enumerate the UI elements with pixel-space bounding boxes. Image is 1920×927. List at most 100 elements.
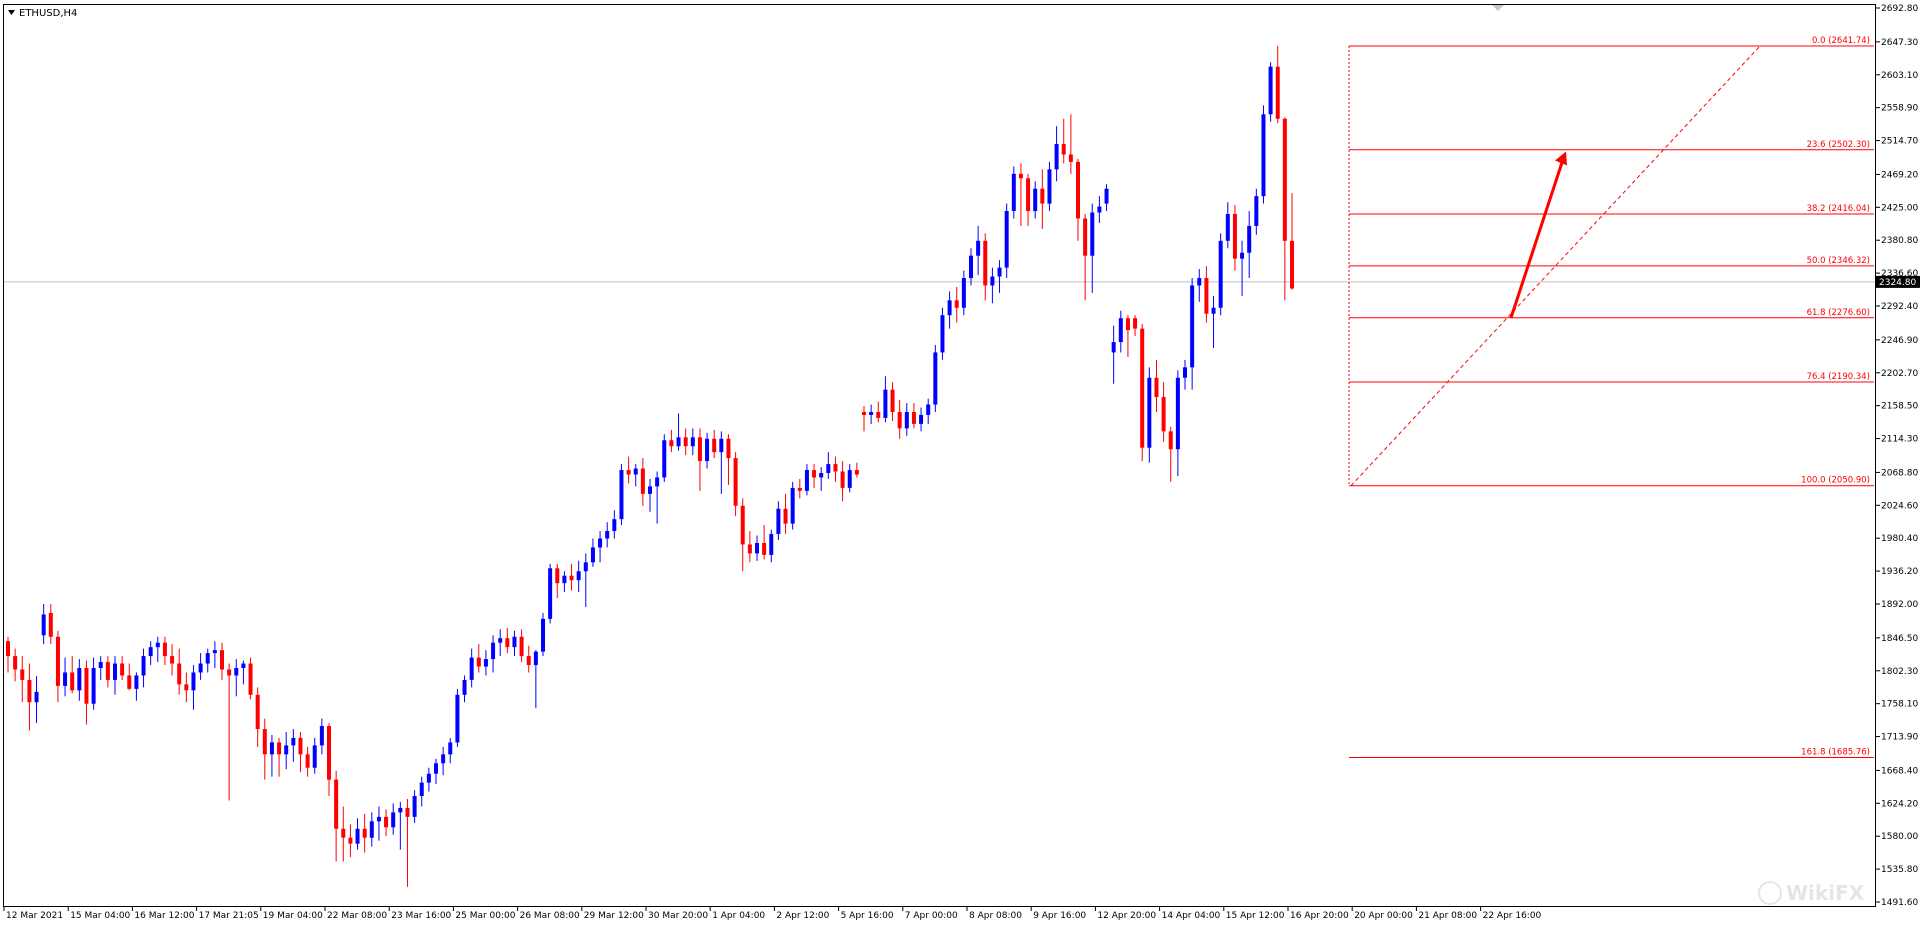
- triangle-down-icon[interactable]: [8, 10, 15, 15]
- candlestick: [526, 645, 531, 673]
- candle-body: [576, 571, 581, 581]
- candle-body: [697, 437, 702, 462]
- time-tick-label: 20 Apr 00:00: [1354, 911, 1413, 921]
- price-tick-label: 2469.20: [1881, 170, 1918, 180]
- candlestick: [1076, 158, 1080, 241]
- price-axis[interactable]: 2692.80 2647.30 2603.10 2558.90 2514.70 2469.…: [1875, 4, 1918, 908]
- candle-body: [212, 650, 217, 654]
- candle-body: [205, 653, 210, 664]
- candlestick: [1240, 240, 1245, 296]
- candlestick: [954, 286, 959, 323]
- candle-body: [412, 796, 417, 817]
- candle-body: [590, 547, 595, 563]
- price-tick-label: 1491.60: [1881, 898, 1918, 908]
- candlestick: [947, 291, 952, 329]
- candlestick: [1061, 118, 1066, 164]
- candlestick: [583, 553, 588, 607]
- candle-body: [355, 828, 360, 844]
- candle-body: [804, 470, 809, 491]
- candlestick: [462, 675, 467, 703]
- candlestick: [847, 464, 852, 493]
- candlestick: [1018, 163, 1023, 226]
- candle-body: [1190, 285, 1195, 368]
- candlestick: [1097, 196, 1102, 223]
- time-axis[interactable]: 12 Mar 2021 15 Mar 04:00 16 Mar 12:00 17 Ma…: [3, 906, 1542, 921]
- candle-body: [448, 742, 453, 755]
- candle-body: [562, 575, 567, 584]
- candle-body: [954, 300, 959, 308]
- candle-body: [769, 534, 774, 555]
- candle-body: [27, 679, 32, 703]
- candle-body: [776, 508, 781, 535]
- symbol-title: ETHUSD,H4: [19, 8, 77, 19]
- candle-body: [384, 816, 389, 828]
- candle-body: [1161, 397, 1166, 432]
- candlestick: [419, 776, 424, 807]
- candlestick: [134, 672, 139, 701]
- candle-body: [1175, 377, 1180, 450]
- time-tick-label: 8 Apr 08:00: [969, 911, 1022, 921]
- candlestick: [498, 629, 503, 657]
- candle-body: [548, 568, 553, 619]
- candlestick: [505, 627, 510, 654]
- arrow-shaft[interactable]: [1509, 159, 1565, 319]
- candle-body: [327, 726, 331, 780]
- candle-body: [362, 828, 367, 838]
- chart-shift-marker-icon[interactable]: [1492, 5, 1504, 11]
- fibonacci-retracement[interactable]: 0.0 (2641.74) 23.6 (2502.30) 38.2 (2416.04…: [1348, 36, 1874, 758]
- candlestick: [854, 462, 859, 478]
- price-tick-label: 2202.70: [1881, 369, 1918, 379]
- time-tick-label: 15 Mar 04:00: [70, 911, 130, 921]
- dashed-trendline[interactable]: [1350, 45, 1761, 487]
- candlestick: [1011, 166, 1016, 219]
- candlestick: [198, 653, 203, 680]
- candle-body: [997, 267, 1002, 277]
- candle-body: [170, 656, 175, 664]
- annotations[interactable]: [1350, 45, 1761, 487]
- candlestick: [448, 737, 453, 764]
- candlestick: [120, 656, 125, 680]
- candlestick: [148, 641, 153, 666]
- candlestick: [355, 818, 360, 850]
- time-tick-label: 25 Mar 00:00: [455, 911, 515, 921]
- candlestick: [269, 734, 274, 777]
- candlestick: [997, 260, 1002, 293]
- candlestick: [576, 560, 581, 593]
- candle-body: [1225, 214, 1230, 241]
- candlestick: [598, 531, 603, 563]
- candlestick: [241, 660, 246, 685]
- candlestick: [334, 770, 339, 862]
- candle-body: [491, 642, 496, 660]
- candle-body: [1247, 225, 1252, 253]
- candlestick: [626, 456, 631, 484]
- candle-body: [234, 668, 239, 676]
- candle-body: [1054, 144, 1059, 170]
- candlestick: [6, 636, 10, 673]
- candle-body: [1275, 66, 1280, 119]
- candle-body: [84, 668, 89, 704]
- candlestick: [91, 657, 96, 710]
- candle-body: [1097, 206, 1102, 213]
- price-tick-label: 2068.80: [1881, 468, 1918, 478]
- candle-body: [391, 812, 396, 828]
- time-tick-label: 17 Mar 21:05: [199, 911, 259, 921]
- candle-body: [1083, 218, 1088, 256]
- candlestick: [405, 798, 410, 887]
- price-tick-label: 1535.80: [1881, 865, 1918, 875]
- candlestick: [184, 672, 189, 703]
- candlestick: [327, 723, 331, 797]
- candle-body: [105, 662, 110, 680]
- candle-body: [1004, 211, 1009, 268]
- candlestick: [1161, 382, 1166, 442]
- time-tick-label: 15 Apr 12:00: [1226, 911, 1285, 921]
- time-tick-label: 22 Apr 16:00: [1483, 911, 1542, 921]
- candle-body: [319, 726, 324, 746]
- candlestick: [1197, 269, 1202, 302]
- candle-body: [619, 470, 624, 520]
- arrow-up-icon[interactable]: [1555, 151, 1567, 166]
- candlestick: [648, 478, 652, 512]
- fib-level-label: 161.8 (1685.76): [1801, 747, 1870, 757]
- candle-body: [198, 663, 203, 673]
